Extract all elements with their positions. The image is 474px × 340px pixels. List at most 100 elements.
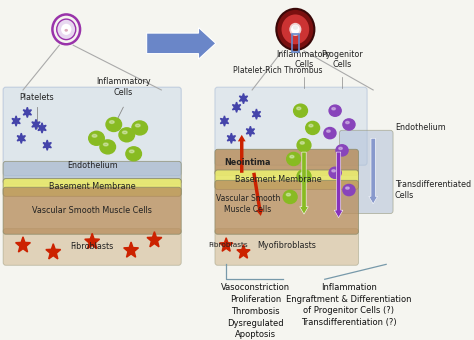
Circle shape bbox=[276, 9, 314, 50]
Polygon shape bbox=[124, 242, 138, 257]
Polygon shape bbox=[46, 244, 61, 259]
Ellipse shape bbox=[343, 119, 355, 130]
FancyArrow shape bbox=[334, 152, 343, 218]
Text: Transdifferentiated
Cells: Transdifferentiated Cells bbox=[395, 180, 471, 200]
Polygon shape bbox=[219, 238, 233, 251]
Ellipse shape bbox=[106, 118, 121, 132]
Ellipse shape bbox=[297, 107, 301, 110]
Text: Inflammation: Inflammation bbox=[321, 283, 377, 292]
Ellipse shape bbox=[343, 184, 355, 195]
FancyBboxPatch shape bbox=[215, 87, 367, 165]
Text: Neointima: Neointima bbox=[225, 158, 271, 167]
FancyBboxPatch shape bbox=[3, 178, 181, 196]
FancyBboxPatch shape bbox=[3, 187, 181, 234]
Text: Dysregulated
Apoptosis: Dysregulated Apoptosis bbox=[227, 319, 284, 339]
Ellipse shape bbox=[126, 147, 141, 161]
Ellipse shape bbox=[119, 128, 135, 142]
Ellipse shape bbox=[327, 130, 330, 132]
Text: Basement Membrane: Basement Membrane bbox=[49, 182, 136, 191]
Ellipse shape bbox=[306, 121, 319, 134]
Ellipse shape bbox=[346, 187, 349, 189]
Ellipse shape bbox=[297, 139, 311, 152]
FancyBboxPatch shape bbox=[3, 228, 181, 265]
Ellipse shape bbox=[324, 128, 336, 139]
FancyArrow shape bbox=[300, 152, 308, 214]
FancyArrow shape bbox=[252, 172, 264, 216]
Ellipse shape bbox=[64, 29, 68, 32]
FancyBboxPatch shape bbox=[339, 130, 393, 214]
Polygon shape bbox=[12, 116, 20, 126]
Ellipse shape bbox=[109, 121, 114, 123]
Polygon shape bbox=[147, 232, 162, 247]
Ellipse shape bbox=[339, 147, 342, 150]
Ellipse shape bbox=[136, 124, 140, 127]
Ellipse shape bbox=[283, 190, 297, 203]
Polygon shape bbox=[32, 119, 40, 130]
Text: Thrombosis: Thrombosis bbox=[231, 307, 280, 316]
Ellipse shape bbox=[100, 140, 116, 154]
FancyBboxPatch shape bbox=[3, 87, 181, 175]
Ellipse shape bbox=[290, 155, 294, 158]
Ellipse shape bbox=[329, 167, 341, 178]
Text: Inflammatory
Cells: Inflammatory Cells bbox=[277, 50, 331, 69]
Ellipse shape bbox=[336, 145, 348, 156]
Ellipse shape bbox=[129, 150, 134, 153]
Ellipse shape bbox=[293, 25, 298, 30]
Text: Fibroblasts: Fibroblasts bbox=[208, 242, 248, 248]
Polygon shape bbox=[239, 94, 247, 104]
Text: Endothelium: Endothelium bbox=[67, 162, 118, 170]
Text: Myofibroblasts: Myofibroblasts bbox=[257, 241, 316, 250]
Ellipse shape bbox=[293, 104, 308, 117]
Ellipse shape bbox=[103, 143, 108, 146]
Ellipse shape bbox=[332, 107, 336, 110]
Text: Fibroblasts: Fibroblasts bbox=[71, 242, 114, 252]
Ellipse shape bbox=[309, 124, 313, 127]
Text: Vascular Smooth Muscle Cells: Vascular Smooth Muscle Cells bbox=[32, 206, 152, 215]
Polygon shape bbox=[43, 140, 51, 150]
Ellipse shape bbox=[92, 134, 97, 137]
Text: Platelet-Rich Thrombus: Platelet-Rich Thrombus bbox=[233, 66, 323, 75]
Ellipse shape bbox=[287, 152, 301, 166]
Ellipse shape bbox=[286, 193, 291, 196]
Text: Progenitor
Cells: Progenitor Cells bbox=[321, 50, 363, 69]
Polygon shape bbox=[38, 123, 46, 133]
Text: Proliferation: Proliferation bbox=[230, 295, 281, 304]
Circle shape bbox=[291, 25, 300, 34]
Ellipse shape bbox=[297, 170, 311, 183]
Ellipse shape bbox=[346, 121, 349, 124]
FancyBboxPatch shape bbox=[215, 228, 358, 265]
Circle shape bbox=[282, 14, 309, 44]
Ellipse shape bbox=[332, 170, 336, 172]
Text: Endothelium: Endothelium bbox=[395, 123, 446, 133]
Circle shape bbox=[61, 24, 72, 35]
Polygon shape bbox=[85, 233, 100, 249]
FancyBboxPatch shape bbox=[3, 162, 181, 184]
FancyBboxPatch shape bbox=[215, 180, 358, 234]
Polygon shape bbox=[17, 133, 26, 143]
Ellipse shape bbox=[132, 121, 147, 135]
Text: Transdifferentiation (?): Transdifferentiation (?) bbox=[301, 319, 397, 327]
Text: Vascular Smooth
Muscle Cells: Vascular Smooth Muscle Cells bbox=[216, 194, 280, 214]
Text: Inflammatory
Cells: Inflammatory Cells bbox=[96, 78, 151, 97]
Ellipse shape bbox=[89, 131, 104, 145]
FancyBboxPatch shape bbox=[215, 149, 358, 175]
FancyArrow shape bbox=[146, 28, 216, 59]
Polygon shape bbox=[246, 126, 255, 136]
Polygon shape bbox=[16, 237, 30, 252]
Circle shape bbox=[289, 23, 301, 36]
Polygon shape bbox=[237, 245, 250, 258]
Ellipse shape bbox=[300, 141, 304, 144]
Ellipse shape bbox=[122, 131, 127, 134]
FancyArrow shape bbox=[369, 138, 377, 204]
Ellipse shape bbox=[300, 173, 304, 175]
Polygon shape bbox=[227, 133, 236, 143]
Text: Basement Membrane: Basement Membrane bbox=[235, 175, 321, 184]
FancyArrow shape bbox=[238, 135, 246, 173]
Ellipse shape bbox=[329, 105, 341, 116]
Polygon shape bbox=[220, 116, 228, 126]
Polygon shape bbox=[232, 102, 241, 112]
Polygon shape bbox=[252, 109, 261, 119]
Circle shape bbox=[57, 19, 76, 40]
Polygon shape bbox=[23, 107, 31, 118]
FancyBboxPatch shape bbox=[215, 170, 358, 189]
